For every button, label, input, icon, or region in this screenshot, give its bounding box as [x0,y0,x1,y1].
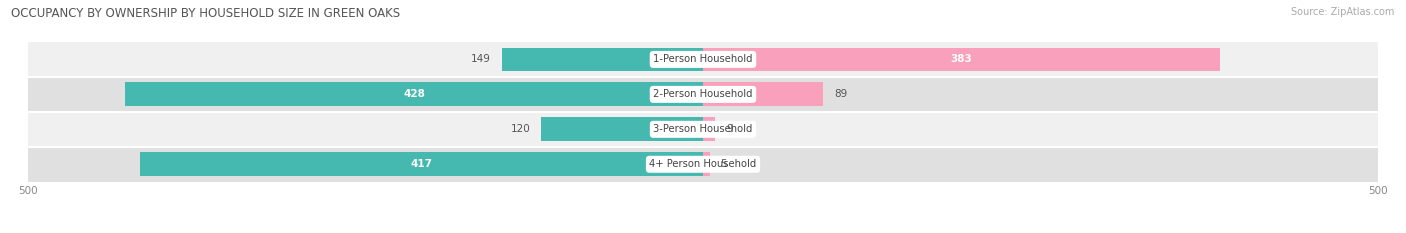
Bar [28,112,1378,147]
Bar [703,117,716,141]
Text: 428: 428 [404,89,425,99]
Text: 2-Person Household: 2-Person Household [654,89,752,99]
Text: 5: 5 [720,159,727,169]
Text: 149: 149 [471,55,491,64]
Bar [28,42,1378,77]
Bar [141,152,703,176]
Text: OCCUPANCY BY OWNERSHIP BY HOUSEHOLD SIZE IN GREEN OAKS: OCCUPANCY BY OWNERSHIP BY HOUSEHOLD SIZE… [11,7,401,20]
Bar [703,152,710,176]
Text: 1-Person Household: 1-Person Household [654,55,752,64]
Text: 89: 89 [834,89,848,99]
Bar [125,82,703,106]
Text: 9: 9 [725,124,733,134]
Bar [703,48,1220,71]
Text: 3-Person Household: 3-Person Household [654,124,752,134]
Bar [502,48,703,71]
Bar [541,117,703,141]
Text: 4+ Person Household: 4+ Person Household [650,159,756,169]
Text: 417: 417 [411,159,433,169]
Bar [28,147,1378,182]
Bar [703,82,823,106]
Text: 120: 120 [510,124,530,134]
Bar [28,77,1378,112]
Text: Source: ZipAtlas.com: Source: ZipAtlas.com [1291,7,1395,17]
Text: 383: 383 [950,55,973,64]
